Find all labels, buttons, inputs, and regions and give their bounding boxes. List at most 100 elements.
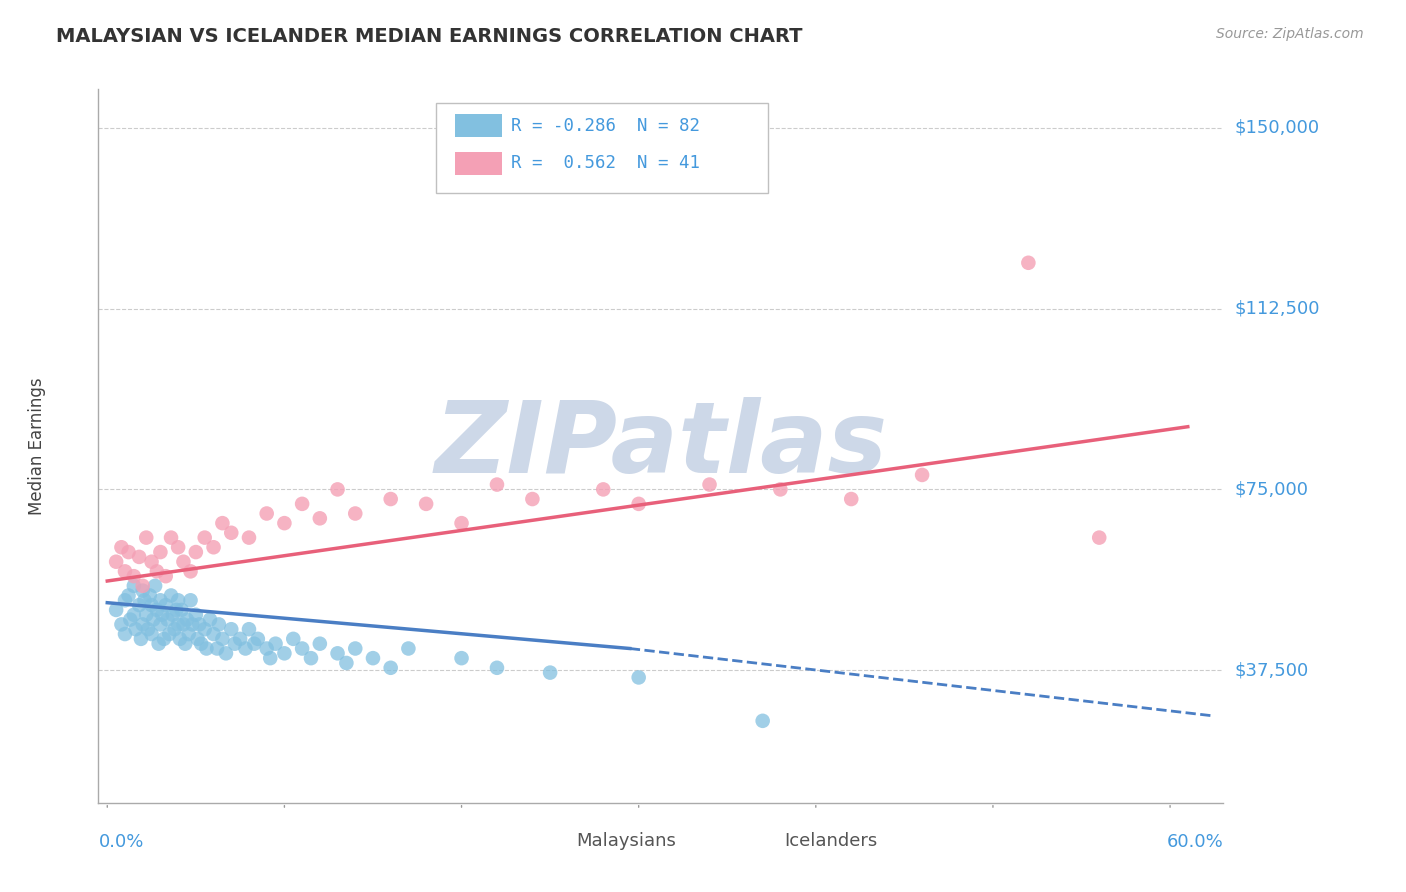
Point: [177, 627, 200, 641]
Point: [146, 603, 169, 617]
Point: [167, 617, 190, 632]
Point: [110, 617, 132, 632]
Point: [172, 555, 194, 569]
Point: [184, 545, 207, 559]
Text: ZIPatlas: ZIPatlas: [434, 398, 887, 494]
Point: [163, 622, 186, 636]
Point: [122, 569, 145, 583]
Point: [150, 607, 173, 622]
Text: 60.0%: 60.0%: [1167, 833, 1223, 851]
Point: [485, 477, 508, 491]
Point: [180, 593, 202, 607]
Text: R =  0.562  N = 41: R = 0.562 N = 41: [512, 154, 700, 172]
Text: 0.0%: 0.0%: [98, 833, 143, 851]
Point: [522, 491, 544, 506]
Point: [153, 632, 176, 646]
Point: [592, 483, 614, 497]
Point: [1088, 531, 1111, 545]
Point: [184, 607, 207, 622]
Point: [256, 507, 278, 521]
Point: [141, 555, 163, 569]
Point: [155, 569, 177, 583]
Point: [219, 525, 242, 540]
Point: [235, 641, 257, 656]
Point: [538, 665, 561, 680]
Point: [361, 651, 384, 665]
Point: [128, 598, 150, 612]
Point: [157, 627, 180, 641]
Point: [911, 467, 934, 482]
Point: [174, 637, 197, 651]
Point: [122, 579, 145, 593]
Point: [450, 516, 472, 530]
Point: [627, 670, 650, 684]
Point: [160, 589, 183, 603]
Point: [124, 622, 146, 636]
Point: [283, 632, 305, 646]
Point: [751, 714, 773, 728]
Point: [143, 579, 166, 593]
Text: $112,500: $112,500: [1234, 300, 1320, 318]
Point: [156, 613, 179, 627]
Point: [238, 531, 260, 545]
Point: [485, 661, 508, 675]
Point: [128, 549, 150, 564]
Point: [769, 483, 792, 497]
Point: [344, 507, 367, 521]
Point: [181, 617, 204, 632]
Point: [141, 627, 163, 641]
Point: [134, 593, 156, 607]
Point: [627, 497, 650, 511]
Point: [105, 555, 128, 569]
Text: Source: ZipAtlas.com: Source: ZipAtlas.com: [1216, 27, 1364, 41]
Point: [169, 632, 191, 646]
Point: [344, 641, 367, 656]
Point: [190, 637, 212, 651]
Point: [141, 598, 163, 612]
Point: [155, 598, 177, 612]
Text: $150,000: $150,000: [1234, 119, 1319, 136]
Point: [188, 617, 211, 632]
Point: [291, 497, 314, 511]
Point: [131, 617, 153, 632]
FancyBboxPatch shape: [436, 103, 768, 193]
Point: [205, 641, 228, 656]
Point: [167, 541, 190, 555]
Point: [699, 477, 721, 491]
Point: [122, 607, 145, 622]
Point: [117, 589, 139, 603]
Point: [117, 545, 139, 559]
Bar: [456, 114, 502, 137]
Point: [211, 632, 233, 646]
Point: [291, 641, 314, 656]
Text: Malaysians: Malaysians: [576, 832, 676, 850]
Point: [167, 593, 190, 607]
Point: [335, 656, 357, 670]
Point: [105, 603, 128, 617]
Point: [308, 511, 330, 525]
Point: [194, 531, 217, 545]
Point: [114, 627, 136, 641]
Point: [264, 637, 287, 651]
Point: [135, 531, 157, 545]
Point: [146, 565, 169, 579]
Point: [135, 607, 157, 622]
Point: [243, 637, 266, 651]
Point: [131, 579, 153, 593]
Point: [114, 565, 136, 579]
Point: [180, 565, 202, 579]
Point: [256, 641, 278, 656]
Point: [120, 613, 142, 627]
Point: [229, 632, 252, 646]
Text: $75,000: $75,000: [1234, 481, 1309, 499]
Point: [202, 627, 225, 641]
Bar: [734, 831, 776, 851]
Text: R = -0.286  N = 82: R = -0.286 N = 82: [512, 117, 700, 135]
Point: [224, 637, 246, 651]
Bar: [456, 152, 502, 175]
Point: [208, 617, 231, 632]
Point: [1017, 256, 1039, 270]
Point: [110, 541, 132, 555]
Point: [165, 603, 187, 617]
Point: [195, 641, 218, 656]
